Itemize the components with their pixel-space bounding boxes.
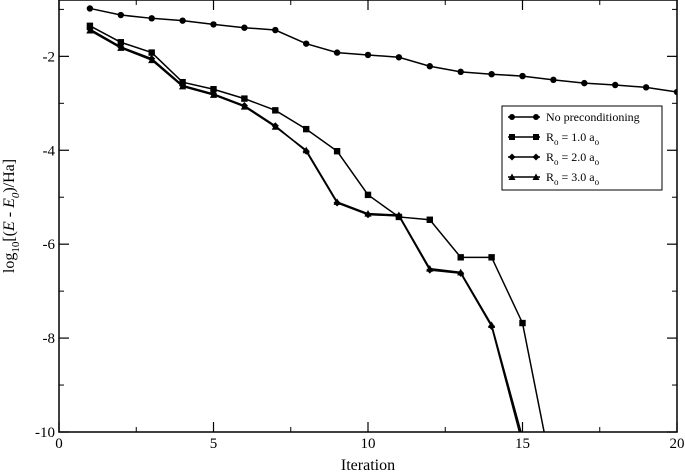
data-point-square [488, 254, 495, 261]
data-point-triangle [117, 44, 125, 51]
data-point-square [241, 95, 248, 102]
data-point-circle [86, 5, 94, 12]
data-point-circle [333, 49, 341, 56]
x-axis-title: Iteration [341, 457, 395, 472]
data-point-circle [148, 15, 155, 22]
data-point-circle [364, 51, 372, 59]
y-axis-title: log10[(E - E0)/Ha] [1, 159, 22, 273]
data-point-square [333, 148, 341, 155]
data-point-circle [426, 63, 433, 70]
series-line [89, 7, 677, 93]
y-tick-label: -8 [43, 331, 56, 347]
legend-triangle-marker-icon [508, 173, 516, 180]
data-point-square [426, 216, 433, 223]
legend-item-r0-1: Ro = 1.0 ao [508, 130, 600, 147]
legend-diamond-marker-icon [508, 153, 516, 161]
data-point-circle [210, 21, 217, 28]
series-line [89, 25, 545, 432]
data-point-triangle [86, 26, 94, 34]
series-square [86, 22, 545, 432]
data-point-circle [457, 68, 464, 76]
data-point-circle [488, 70, 495, 78]
series-circle [86, 5, 677, 96]
data-point-triangle [148, 56, 156, 64]
data-point-square [148, 49, 155, 56]
data-point-square [117, 39, 124, 46]
legend-item-r0-2: Ro = 2.0 ao [508, 150, 600, 167]
data-point-circle [673, 88, 677, 96]
legend-label: Ro = 1.0 ao [546, 130, 600, 147]
data-point-circle [395, 54, 403, 61]
data-point-triangle [240, 102, 248, 110]
data-point-circle [272, 26, 279, 34]
data-point-triangle [395, 211, 403, 219]
series-line [89, 29, 522, 432]
legend-label: Ro = 3.0 ao [546, 170, 600, 187]
data-point-circle [241, 24, 248, 31]
data-point-circle [550, 76, 557, 84]
x-tick-label: 5 [210, 436, 218, 452]
data-point-triangle [271, 123, 279, 130]
y-tick-label: -4 [43, 143, 56, 159]
series-diamond [86, 25, 521, 432]
data-point-square [210, 86, 217, 93]
data-point-square [519, 319, 526, 327]
data-point-circle [612, 81, 619, 89]
data-point-circle [117, 11, 125, 19]
x-tick-label: 0 [55, 436, 63, 452]
legend-item-no-preconditioning: No preconditioning [508, 110, 640, 124]
data-point-triangle [333, 198, 341, 205]
series-triangle [86, 26, 522, 432]
legend-circle-marker-icon [509, 114, 515, 120]
data-point-triangle [302, 146, 310, 154]
x-tick-label: 10 [361, 436, 376, 452]
legend-circle-marker-icon [533, 114, 539, 120]
data-point-square [303, 125, 310, 133]
legend-triangle-marker-icon [532, 173, 540, 180]
data-point-circle [642, 84, 650, 91]
data-point-square [272, 107, 279, 114]
x-tick-label: 20 [670, 436, 685, 452]
legend-square-marker-icon [533, 134, 539, 140]
series-layer [86, 5, 677, 432]
data-point-triangle [209, 91, 218, 98]
data-point-circle [303, 40, 310, 47]
data-point-triangle [364, 210, 372, 217]
x-tick-label: 15 [515, 436, 530, 452]
y-tick-label: -6 [43, 237, 56, 253]
legend-diamond-marker-icon [532, 153, 540, 161]
data-point-triangle [488, 321, 496, 328]
legend-box [501, 105, 663, 191]
data-point-triangle [457, 268, 465, 276]
y-tick-label: -2 [43, 49, 56, 65]
legend-label: No preconditioning [546, 110, 640, 124]
series-line [89, 28, 521, 432]
y-tick-label: -10 [35, 425, 55, 441]
data-point-circle [519, 72, 526, 80]
data-point-circle [179, 17, 186, 24]
legend-label: Ro = 2.0 ao [546, 150, 600, 167]
legend-square-marker-icon [509, 134, 515, 140]
data-point-triangle [426, 264, 434, 272]
data-point-circle [581, 79, 588, 87]
data-point-square [364, 191, 372, 199]
legend: No preconditioning Ro = 1.0 ao Ro = 2.0 … [501, 105, 663, 191]
data-point-triangle [179, 82, 187, 90]
axis-ticks: 0 5 10 15 20 -10 -8 -6 -4 -2 [35, 0, 685, 452]
legend-item-r0-3: Ro = 3.0 ao [508, 170, 600, 187]
data-point-square [457, 254, 464, 261]
